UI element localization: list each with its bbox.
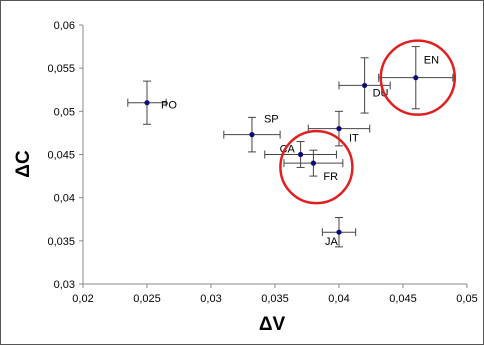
point-label-po: PO — [161, 100, 177, 112]
y-tick-label: 0,03 — [54, 279, 75, 291]
x-tick-label: 0,04 — [328, 293, 349, 305]
point-label-en: EN — [424, 55, 439, 67]
x-tick-label: 0,025 — [133, 293, 161, 305]
data-point-sp — [249, 132, 255, 138]
data-point-po — [144, 100, 150, 106]
highlight-circle-en — [379, 39, 457, 116]
point-label-ja: JA — [325, 236, 339, 248]
x-tick-label: 0,02 — [72, 293, 93, 305]
data-point-en — [413, 75, 419, 81]
y-tick-label: 0,045 — [47, 150, 75, 162]
y-tick-label: 0,05 — [54, 106, 75, 118]
x-tick-label: 0,03 — [200, 293, 221, 305]
data-point-it — [336, 126, 342, 132]
point-label-it: IT — [349, 133, 359, 145]
y-axis-title: ΔC — [13, 150, 34, 178]
x-tick-label: 0,05 — [456, 293, 477, 305]
data-point-ja — [336, 229, 342, 235]
y-tick-label: 0,055 — [47, 63, 75, 75]
y-tick-label: 0,035 — [47, 236, 75, 248]
data-points — [144, 75, 419, 235]
point-label-sp: SP — [264, 114, 279, 126]
highlight-circles — [279, 39, 457, 205]
data-point-du — [362, 82, 368, 89]
point-label-fr: FR — [323, 171, 338, 183]
y-axis-ticks: 0,03 0,035 0,04 0,045 0,05 0,055 0,06 — [47, 20, 83, 291]
data-point-fr — [310, 160, 316, 166]
x-tick-label: 0,035 — [261, 293, 289, 305]
x-axis-title: ΔV — [259, 314, 286, 335]
y-tick-label: 0,06 — [54, 20, 75, 32]
y-tick-label: 0,04 — [54, 193, 75, 205]
highlight-circle-fr — [279, 129, 354, 205]
x-axis-ticks: 0,02 0,025 0,03 0,035 0,04 0,045 0,05 — [72, 284, 478, 305]
x-tick-label: 0,045 — [389, 293, 417, 305]
data-point-ca — [298, 151, 304, 158]
